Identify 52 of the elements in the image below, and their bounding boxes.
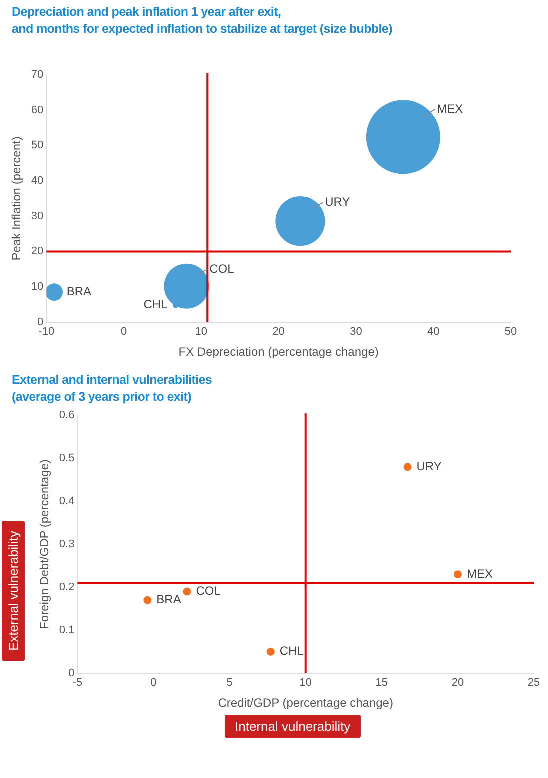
y-axis-title: Peak Inflation (percent): [10, 136, 24, 261]
annotation: BRA: [156, 592, 182, 607]
y-axis-title: Foreign Debt/GDP (percentage): [38, 460, 52, 630]
point: [266, 648, 275, 656]
x-tick-label: 30: [350, 326, 362, 338]
point: [183, 588, 192, 596]
y-tick-label: 70: [31, 69, 44, 82]
x-tick-label: -5: [72, 677, 83, 690]
annotation: BRA: [66, 284, 92, 299]
x-tick-label: 10: [195, 326, 208, 338]
point: [144, 596, 152, 604]
x-tick-label: 25: [528, 677, 540, 690]
y-tick-label: 20: [31, 246, 44, 258]
y-tick-label: 0.4: [59, 496, 75, 508]
text: External vulnerability: [2, 521, 25, 661]
y-tick-label: 30: [31, 210, 44, 222]
annotation: MEX: [466, 566, 493, 581]
y-tick-label: 0.1: [59, 624, 75, 636]
x-tick-label: 10: [300, 677, 312, 690]
x-tick-label: 20: [452, 677, 464, 690]
y-tick-label: 0: [68, 667, 75, 680]
x-tick-label: -10: [38, 326, 55, 338]
y-tick-label: 60: [31, 104, 44, 116]
y-tick-label: 0.5: [59, 452, 75, 465]
annotation: COL: [210, 262, 235, 276]
x-tick-label: 0: [150, 677, 157, 690]
point: [454, 570, 462, 579]
y-tick-label: 0.3: [59, 538, 75, 551]
annotation: COL: [196, 584, 222, 598]
x-tick-label: 20: [272, 326, 285, 338]
x-tick-label: 15: [376, 677, 388, 690]
y-tick-label: 50: [31, 140, 44, 152]
y-tick-label: 40: [31, 175, 44, 188]
annotation: URY: [416, 459, 442, 474]
annotation: MEX: [437, 102, 464, 116]
annotation: URY: [325, 195, 350, 210]
annotation: CHL: [144, 298, 168, 312]
y-tick-label: 0.2: [59, 582, 75, 594]
chart-title: Depreciation and peak inflation 1 year after exit, and months for expected inflation to stabilize at target (size bubble): [11, 4, 394, 38]
x-tick-label: 50: [504, 326, 518, 338]
text: Internal vulnerability: [225, 715, 361, 738]
annotation: CHL: [280, 644, 304, 658]
chart-title: External and internal vulnerabilities (average of 3 years prior to exit): [11, 372, 214, 406]
x-axis-title: Credit/GDP (percentage change): [218, 696, 394, 710]
y-tick-label: 0.6: [59, 410, 75, 422]
y-tick-label: 10: [31, 281, 44, 294]
y-tick-label: 0: [38, 316, 44, 328]
x-tick-label: 40: [427, 326, 440, 338]
x-tick-label: 0: [120, 326, 128, 338]
x-axis-title: FX Depreciation (percentage change): [178, 345, 379, 360]
point: [404, 463, 412, 472]
x-tick-label: 5: [226, 677, 233, 690]
